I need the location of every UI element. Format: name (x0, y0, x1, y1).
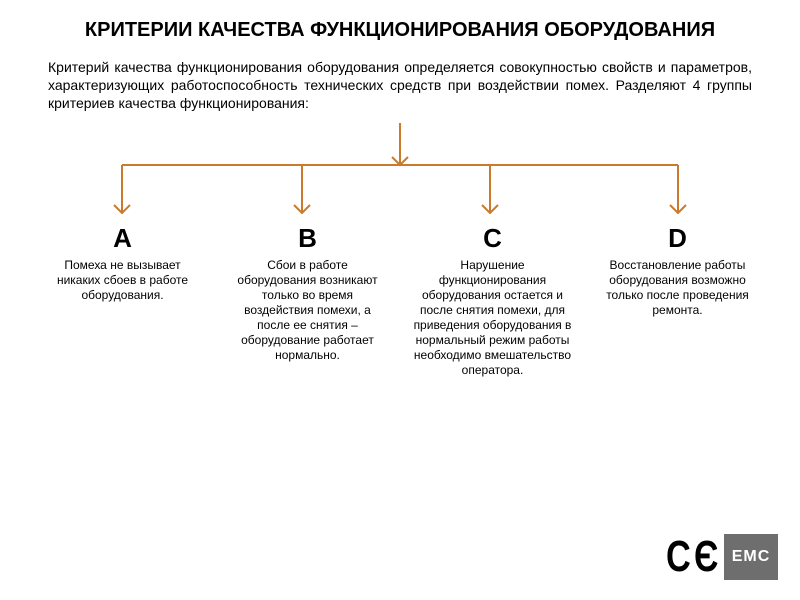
criteria-column-d: D Восстановление работы оборудования возм… (593, 223, 763, 378)
footer-logos: CЄ EMC (663, 532, 778, 582)
criteria-column-b: B Сбои в работе оборудования возникают то… (223, 223, 393, 378)
criteria-description: Восстановление работы оборудования возмо… (597, 258, 759, 318)
ce-mark-icon: CЄ (663, 532, 718, 582)
ce-letter-e: Є (694, 532, 715, 582)
criteria-description: Помеха не вызывает никаких сбоев в работ… (42, 258, 204, 303)
criteria-letter: D (597, 223, 759, 254)
intro-paragraph: Критерий качества функционирования обору… (0, 52, 800, 113)
criteria-letter: A (42, 223, 204, 254)
criteria-letter: C (412, 223, 574, 254)
emc-badge: EMC (724, 534, 778, 580)
criteria-column-c: C Нарушение функционирования оборудования… (408, 223, 578, 378)
criteria-columns: A Помеха не вызывает никаких сбоев в рабо… (0, 223, 800, 378)
page-title: КРИТЕРИИ КАЧЕСТВА ФУНКЦИОНИРОВАНИЯ ОБОРУ… (0, 0, 800, 52)
criteria-column-a: A Помеха не вызывает никаких сбоев в рабо… (38, 223, 208, 378)
ce-letter-c: C (666, 532, 688, 582)
criteria-diagram: A Помеха не вызывает никаких сбоев в рабо… (0, 113, 800, 433)
criteria-description: Нарушение функционирования оборудования … (412, 258, 574, 378)
criteria-description: Сбои в работе оборудования возникают тол… (227, 258, 389, 363)
criteria-letter: B (227, 223, 389, 254)
